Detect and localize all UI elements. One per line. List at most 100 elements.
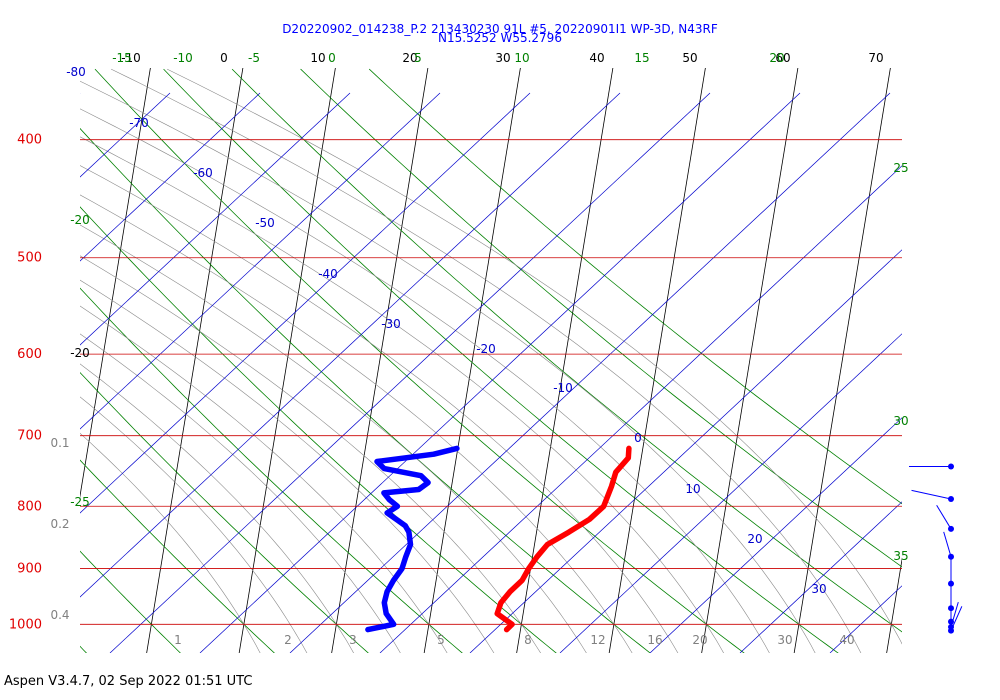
theta-e-label: 10 [685, 482, 700, 496]
isotherm-line [793, 68, 891, 653]
moist-adiabat-label: -25 [70, 495, 90, 509]
dry-adiabat-tick-label: 5 [414, 51, 422, 65]
chart-grid [80, 61, 1000, 655]
theta-e-label: 30 [811, 582, 826, 596]
theta-e-label: -50 [255, 216, 275, 230]
dry-adiabat-line [163, 68, 839, 653]
dry-adiabat-line [80, 645, 88, 653]
app-version-footer: Aspen V3.4.7, 02 Sep 2022 01:51 UTC [4, 674, 253, 689]
isotherm-tick-label: 50 [682, 51, 697, 65]
dry-adiabat-tick-label: -15 [112, 51, 132, 65]
dry-adiabat-tick-label: 20 [769, 51, 784, 65]
wind-barb [948, 558, 954, 587]
isotherm-line [331, 68, 429, 653]
theta-e-label: -30 [381, 317, 401, 331]
moist-adiabat-line [110, 68, 862, 653]
mixing-ratio-label: 12 [590, 633, 605, 647]
mixing-ratio-line [109, 92, 711, 653]
moist-adiabat-line [80, 363, 354, 653]
dry-adiabat-line [80, 459, 275, 653]
theta-e-label: 0 [634, 431, 642, 445]
dewpoint-profile-line [365, 445, 460, 633]
theta-e-label: -10 [553, 381, 573, 395]
theta-e-label: -40 [318, 267, 338, 281]
moist-adiabat-line [80, 165, 679, 653]
theta-e-label: -20 [476, 342, 496, 356]
pressure-tick-label: 400 [17, 133, 42, 148]
dry-adiabat-line [80, 127, 651, 653]
mixing-ratio-line [199, 92, 801, 653]
moist-adiabat-label: -20 [70, 213, 90, 227]
isotherm-line [238, 68, 336, 653]
theta-e-label: -80 [66, 65, 86, 79]
isotherm-line [146, 68, 244, 653]
isotherm-tick-label: 10 [310, 51, 325, 65]
mixing-ratio-label: 16 [647, 633, 662, 647]
dry-adiabat-line [80, 287, 463, 653]
moist-adiabat-line [80, 279, 495, 653]
moist-adiabat-line [80, 80, 816, 653]
moist-adiabat-line [80, 305, 448, 653]
mixing-ratio-line [80, 92, 531, 514]
mixing-ratio-label: 5 [437, 633, 445, 647]
isotherm-tick-label: -10 [121, 51, 141, 65]
mixing-ratio-line [80, 92, 441, 430]
moist-adiabat-line [166, 68, 902, 645]
mixing-ratio-label: 0.1 [50, 436, 69, 450]
isotherm-tick-label: 30 [495, 51, 510, 65]
theta-e-label: -70 [129, 116, 149, 130]
isotherm-tick-label: 0 [220, 51, 228, 65]
wind-barb [936, 504, 954, 532]
moist-adiabat-line [80, 194, 633, 653]
mixing-ratio-label: 8 [524, 633, 532, 647]
chart-subtitle: N15.5252 W55.2796 [438, 31, 562, 45]
isotherm-side-label: -20 [70, 346, 90, 360]
moist-adiabat-line [80, 333, 401, 653]
sounding-profiles [365, 445, 632, 633]
mixing-ratio-label: 40 [839, 633, 854, 647]
pressure-tick-label: 800 [17, 499, 42, 514]
dry-adiabat-tick-label: 10 [514, 51, 529, 65]
mixing-ratio-line [379, 165, 902, 653]
mixing-ratio-line [469, 249, 902, 653]
moist-adiabat-label: 35 [893, 549, 908, 563]
wind-barbs [909, 463, 963, 634]
mixing-ratio-label: 2 [284, 633, 292, 647]
temperature-profile-line [494, 445, 632, 633]
moist-adiabat-line [80, 432, 261, 653]
mixing-ratio-line [559, 333, 902, 653]
mixing-ratio-label: 30 [777, 633, 792, 647]
dry-adiabat-line [80, 206, 557, 653]
mixing-ratio-line [649, 417, 902, 653]
dry-adiabat-tick-label: -10 [173, 51, 193, 65]
isotherm-line [701, 68, 799, 653]
pressure-tick-label: 1000 [9, 617, 42, 632]
pressure-tick-label: 500 [17, 251, 42, 266]
mixing-ratio-line [80, 92, 621, 598]
wind-barb [948, 606, 963, 634]
mixing-ratio-line [289, 92, 891, 653]
pressure-tick-label: 700 [17, 429, 42, 444]
dry-adiabat-line [300, 68, 902, 568]
moist-adiabat-line [80, 136, 724, 653]
mixing-ratio-label: 1 [174, 633, 182, 647]
isotherm-line [516, 68, 614, 653]
theta-e-label: 20 [747, 532, 762, 546]
dry-adiabat-tick-label: -5 [248, 51, 260, 65]
moist-adiabat-line [80, 108, 770, 653]
dry-adiabat-tick-label: 0 [328, 51, 336, 65]
dry-adiabat-line [80, 371, 369, 653]
wind-barb [911, 489, 954, 502]
mixing-ratio-label: 0.2 [50, 517, 69, 531]
dry-adiabat-line [94, 68, 745, 653]
isotherm-tick-label: 40 [589, 51, 604, 65]
isotherm-tick-label: 20 [402, 51, 417, 65]
isotherm-tick-label: 60 [775, 51, 790, 65]
mixing-ratio-line [80, 92, 351, 346]
dry-adiabat-line [231, 68, 902, 633]
isotherm-line [979, 61, 1000, 655]
mixing-ratio-label: 20 [692, 633, 707, 647]
dry-adiabat-line [80, 550, 181, 653]
